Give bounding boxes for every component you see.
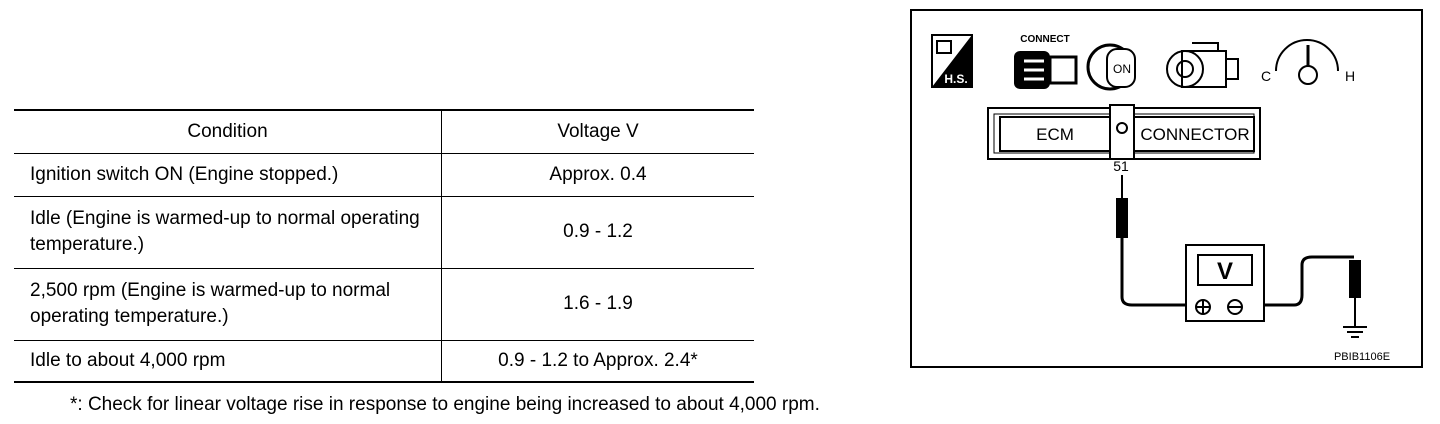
row: Ignition switch ON (Engine stopped.) Appr… xyxy=(14,153,754,196)
cell: Approx. 0.4 xyxy=(549,163,647,185)
cell: 2,500 rpm (Engine is warmed-up to normal… xyxy=(14,268,442,340)
row: Idle to about 4,000 rpm 0.9 - 1.2 to Appr… xyxy=(14,340,754,382)
cell: 0.9 - 1.2 xyxy=(563,221,633,242)
connect-label: CONNECT xyxy=(1020,34,1069,45)
pin-label: 51 xyxy=(1113,158,1129,174)
gauge-cold: C xyxy=(1261,68,1271,84)
header-cell: Condition xyxy=(14,110,442,153)
temp-gauge-icon: C H xyxy=(1261,39,1355,85)
hs-icon: H.S. xyxy=(931,34,973,88)
frame xyxy=(910,9,1423,368)
connect-icon: CONNECT xyxy=(1014,34,1078,89)
ecm-connector: ECM CONNECTOR 51 xyxy=(987,104,1261,174)
row: 2,500 rpm (Engine is warmed-up to normal… xyxy=(14,268,754,340)
cell-text: Idle (Engine is warmed-up to normal oper… xyxy=(30,208,420,255)
ecm-label: ECM xyxy=(1036,125,1074,144)
connector-label: CONNECTOR xyxy=(1140,125,1249,144)
engine-icon xyxy=(1166,42,1239,88)
voltage-table: Condition Voltage V Ignition switch ON (E… xyxy=(14,109,754,383)
header-cell: Voltage V xyxy=(557,120,639,142)
key-icon: ON xyxy=(1086,43,1136,91)
voltmeter: V xyxy=(1185,244,1265,322)
key-label: ON xyxy=(1113,62,1131,76)
row: Idle (Engine is warmed-up to normal oper… xyxy=(14,196,754,268)
footnote: *: Check for linear voltage rise in resp… xyxy=(70,394,820,415)
gauge-hot: H xyxy=(1345,68,1355,84)
cell: 1.6 - 1.9 xyxy=(563,293,633,314)
cell-text: 2,500 rpm (Engine is warmed-up to normal… xyxy=(30,280,391,327)
cell: Idle to about 4,000 rpm xyxy=(14,340,442,382)
cell: 0.9 - 1.2 to Approx. 2.4* xyxy=(498,349,698,371)
cell: Ignition switch ON (Engine stopped.) xyxy=(14,153,442,196)
meter-label: V xyxy=(1217,258,1233,285)
wiring xyxy=(1116,175,1367,338)
wiring-diagram: H.S. CONNECT ON C H ECM CONNECTOR 51 V P… xyxy=(910,9,1423,368)
hs-label: H.S. xyxy=(944,72,967,86)
header-row: Condition Voltage V xyxy=(14,110,754,153)
cell: Idle (Engine is warmed-up to normal oper… xyxy=(14,196,442,268)
figure-code: PBIB1106E xyxy=(1334,351,1390,363)
